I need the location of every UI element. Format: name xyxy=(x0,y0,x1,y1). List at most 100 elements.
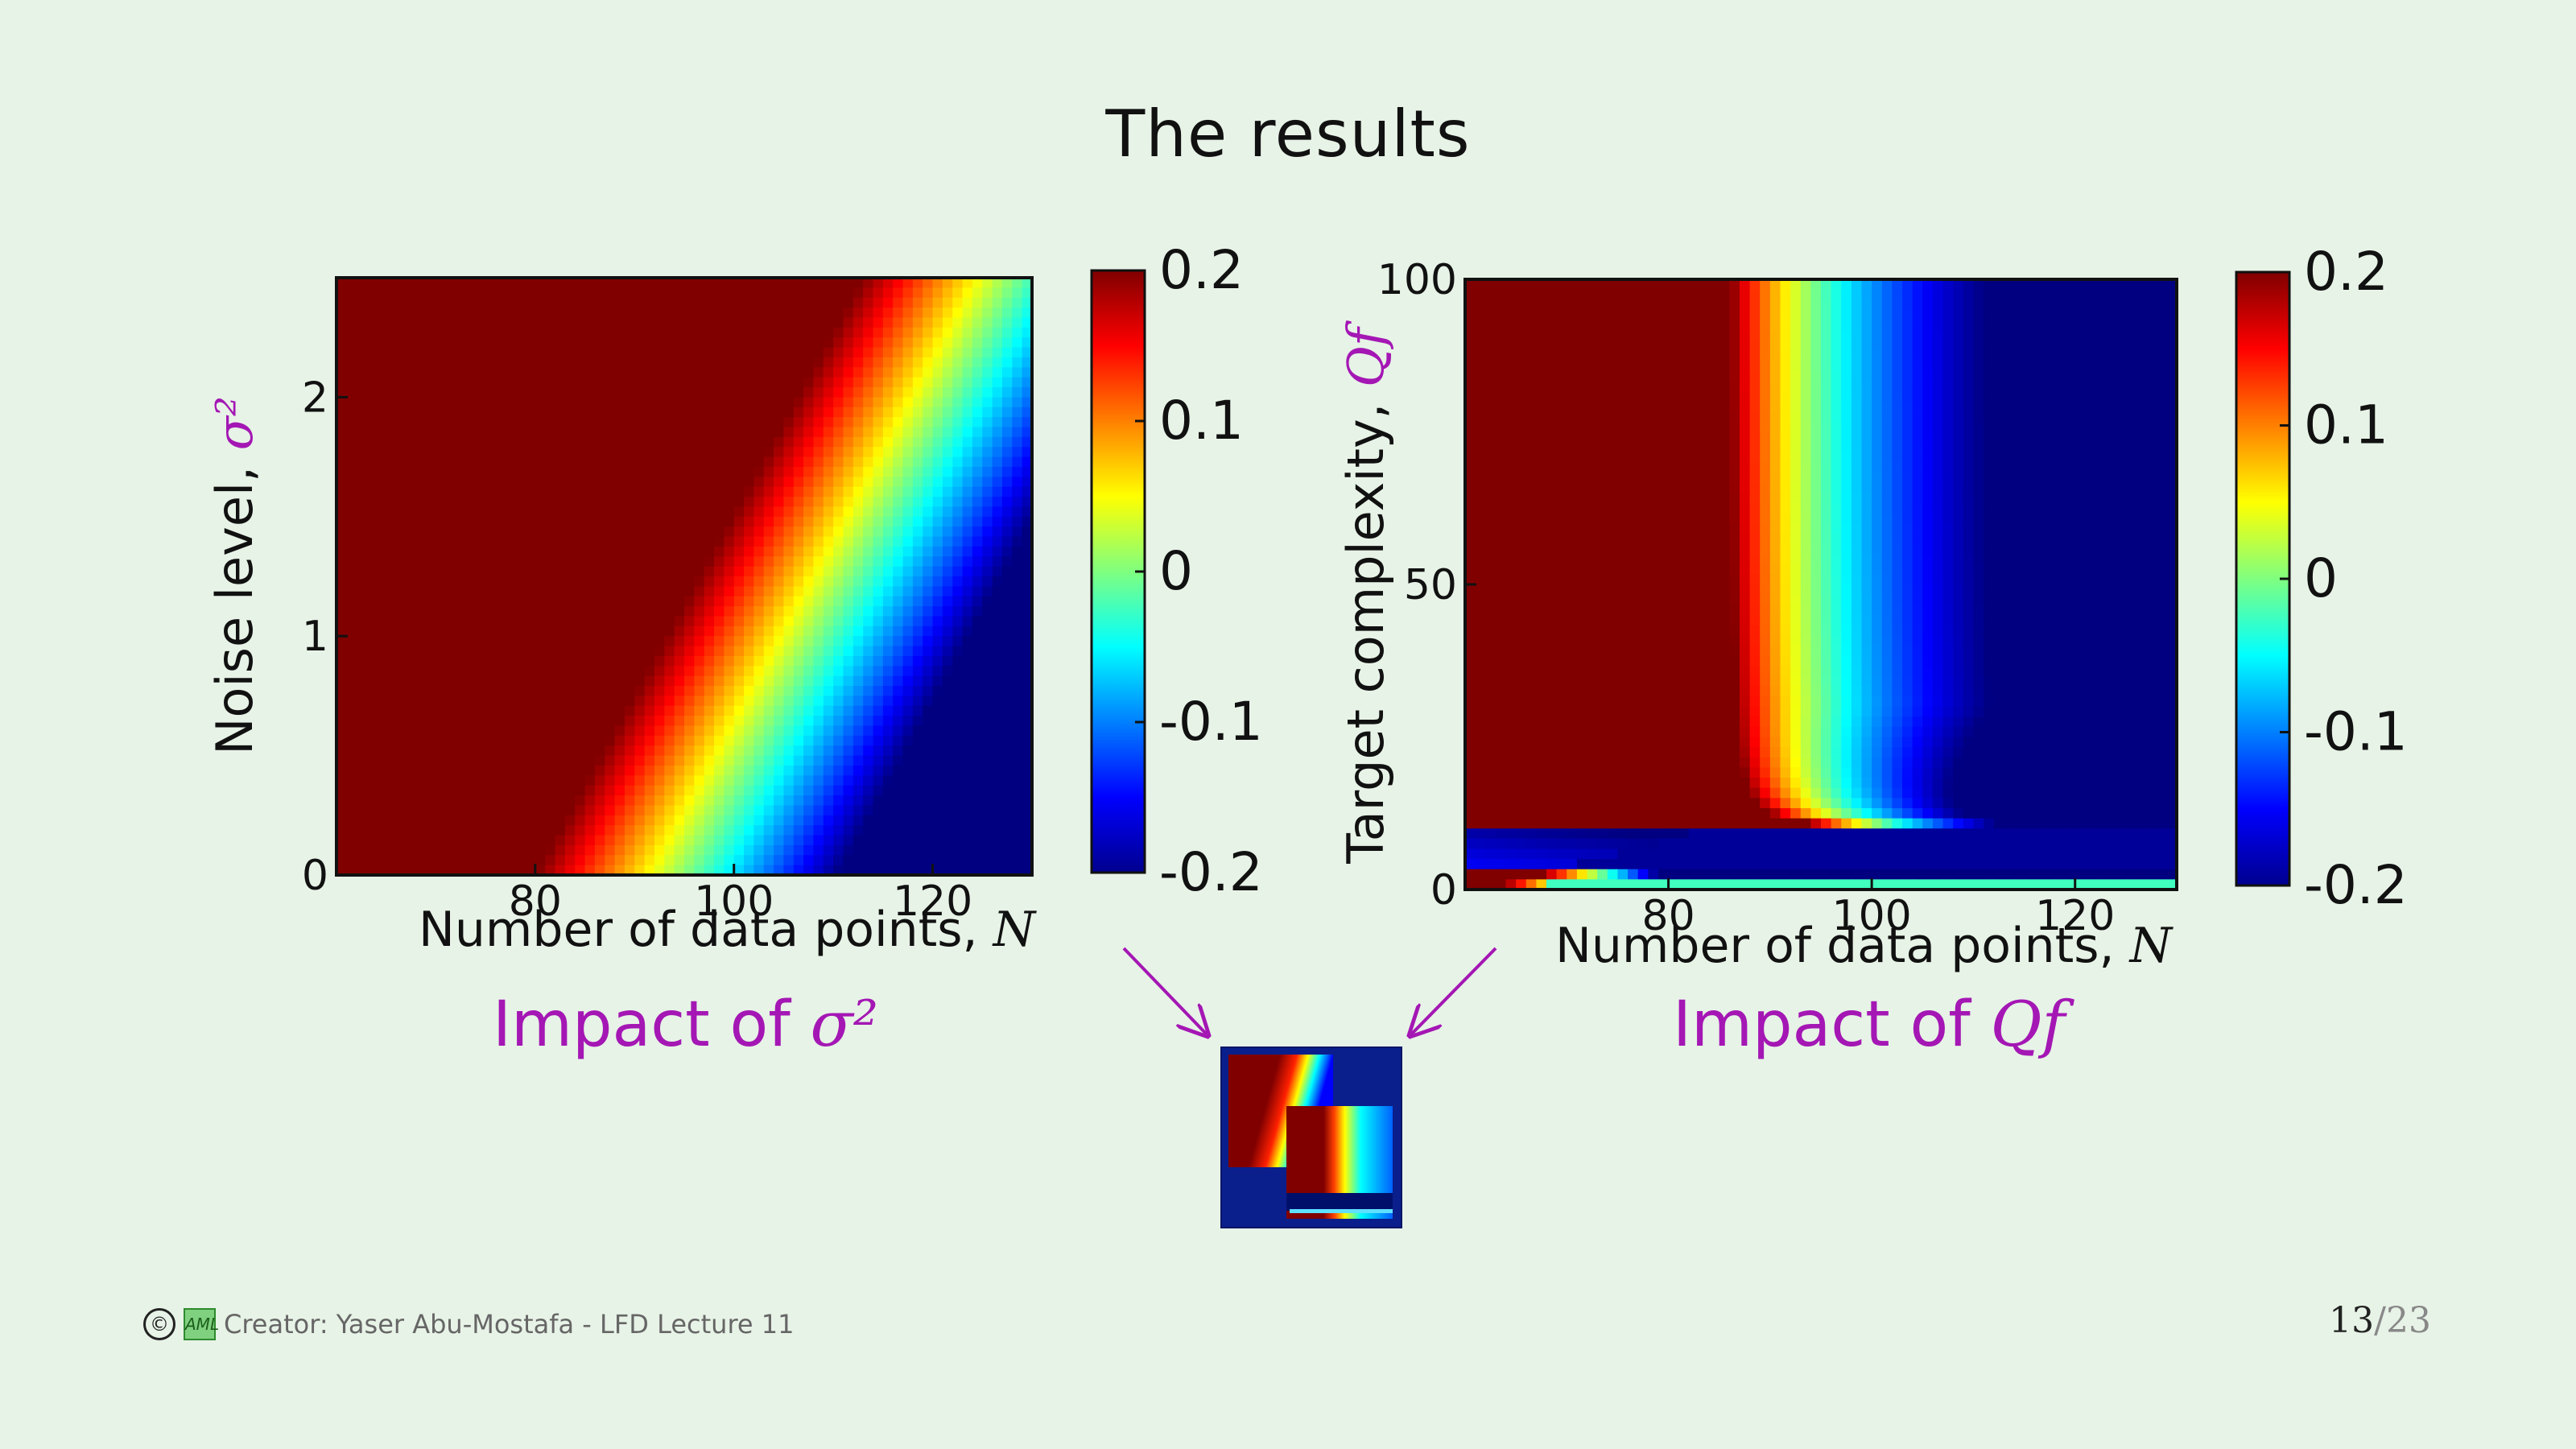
heatmap-cell xyxy=(912,497,924,508)
heatmap-cell xyxy=(952,407,964,418)
heatmap-cell xyxy=(605,716,616,727)
heatmap-cell xyxy=(714,337,725,349)
heatmap-cell xyxy=(793,616,804,627)
heatmap-cell xyxy=(664,308,675,319)
heatmap-cell xyxy=(485,675,497,687)
heatmap-cell xyxy=(982,377,993,388)
heatmap-cell xyxy=(605,745,616,757)
heatmap-cell xyxy=(2105,299,2117,311)
heatmap-cell xyxy=(654,497,666,508)
heatmap-cell xyxy=(555,556,566,568)
heatmap-cell xyxy=(535,636,546,647)
heatmap-cell xyxy=(654,795,666,807)
heatmap-cell xyxy=(436,666,447,677)
heatmap-cell xyxy=(1800,350,1812,361)
heatmap-cell xyxy=(1516,320,1527,331)
heatmap-cell xyxy=(952,477,964,488)
heatmap-cell xyxy=(1760,279,1771,291)
heatmap-cell xyxy=(724,745,735,757)
heatmap-cell xyxy=(902,466,914,478)
heatmap-cell xyxy=(634,536,646,547)
heatmap-cell xyxy=(1851,381,1863,392)
heatmap-cell xyxy=(634,646,646,657)
heatmap-cell xyxy=(684,536,696,547)
heatmap-cell xyxy=(893,327,904,338)
heatmap-cell xyxy=(704,497,715,508)
heatmap-cell xyxy=(445,357,456,369)
heatmap-cell xyxy=(882,477,894,488)
heatmap-cell xyxy=(873,625,884,637)
heatmap-cell xyxy=(664,745,675,757)
heatmap-cell xyxy=(535,456,546,468)
heatmap-cell xyxy=(1780,279,1791,291)
heatmap-cell xyxy=(475,466,486,478)
heatmap-cell xyxy=(724,377,735,388)
heatmap-cell xyxy=(774,625,785,637)
heatmap-cell xyxy=(1001,466,1013,478)
heatmap-cell xyxy=(813,497,824,508)
heatmap-cell xyxy=(664,456,675,468)
heatmap-cell xyxy=(1648,299,1659,311)
heatmap-cell xyxy=(564,556,576,568)
heatmap-cell xyxy=(1841,330,1852,341)
heatmap-cell xyxy=(714,735,725,747)
heatmap-cell xyxy=(605,477,616,488)
heatmap-cell xyxy=(763,655,774,667)
heatmap-cell xyxy=(1709,299,1720,311)
heatmap-cell xyxy=(902,865,914,876)
heatmap-cell xyxy=(594,536,606,547)
heatmap-cell xyxy=(823,655,834,667)
heatmap-cell xyxy=(783,327,795,338)
heatmap-cell xyxy=(952,546,964,558)
heatmap-cell xyxy=(644,506,655,518)
heatmap-cell xyxy=(793,456,804,468)
heatmap-cell xyxy=(843,625,854,637)
heatmap-cell xyxy=(733,725,745,737)
heatmap-cell xyxy=(1719,279,1731,291)
heatmap-cell xyxy=(1942,330,1954,341)
heatmap-cell xyxy=(763,456,774,468)
heatmap-cell xyxy=(495,716,506,727)
heatmap-cell xyxy=(584,466,596,478)
heatmap-cell xyxy=(733,855,745,866)
heatmap-cell xyxy=(763,696,774,707)
heatmap-cell xyxy=(535,367,546,378)
heatmap-cell xyxy=(1993,370,2005,382)
heatmap-cell xyxy=(704,556,715,568)
heatmap-cell xyxy=(584,377,596,388)
heatmap-cell xyxy=(1567,370,1578,382)
heatmap-cell xyxy=(664,497,675,508)
heatmap-cell xyxy=(396,287,407,299)
heatmap-cell xyxy=(1022,456,1033,468)
heatmap-cell xyxy=(445,625,456,637)
heatmap-cell xyxy=(893,576,904,588)
heatmap-cell xyxy=(336,805,348,816)
heatmap-cell xyxy=(774,616,785,627)
heatmap-cell xyxy=(634,825,646,836)
heatmap-cell xyxy=(2156,279,2168,291)
heatmap-cell xyxy=(386,675,397,687)
heatmap-cell xyxy=(912,447,924,458)
heatmap-cell xyxy=(1699,361,1710,372)
heatmap-cell xyxy=(505,327,516,338)
heatmap-cell xyxy=(873,287,884,299)
heatmap-cell xyxy=(704,586,715,597)
heatmap-cell xyxy=(843,367,854,378)
heatmap-cell xyxy=(753,576,765,588)
heatmap-cell xyxy=(1841,361,1852,372)
heatmap-cell xyxy=(1536,330,1547,341)
heatmap-cell xyxy=(1617,289,1629,301)
heatmap-cell xyxy=(624,486,636,497)
heatmap-cell xyxy=(2013,309,2025,321)
heatmap-cell xyxy=(545,775,556,786)
heatmap-cell xyxy=(753,456,765,468)
heatmap-cell xyxy=(436,407,447,418)
heatmap-cell xyxy=(366,606,378,617)
heatmap-cell xyxy=(823,278,834,289)
heatmap-cell xyxy=(1012,417,1023,428)
heatmap-cell xyxy=(485,785,497,796)
slide-title: The results xyxy=(1105,97,1471,171)
heatmap-cell xyxy=(654,297,666,308)
heatmap-cell xyxy=(426,556,437,568)
heatmap-cell xyxy=(445,855,456,866)
